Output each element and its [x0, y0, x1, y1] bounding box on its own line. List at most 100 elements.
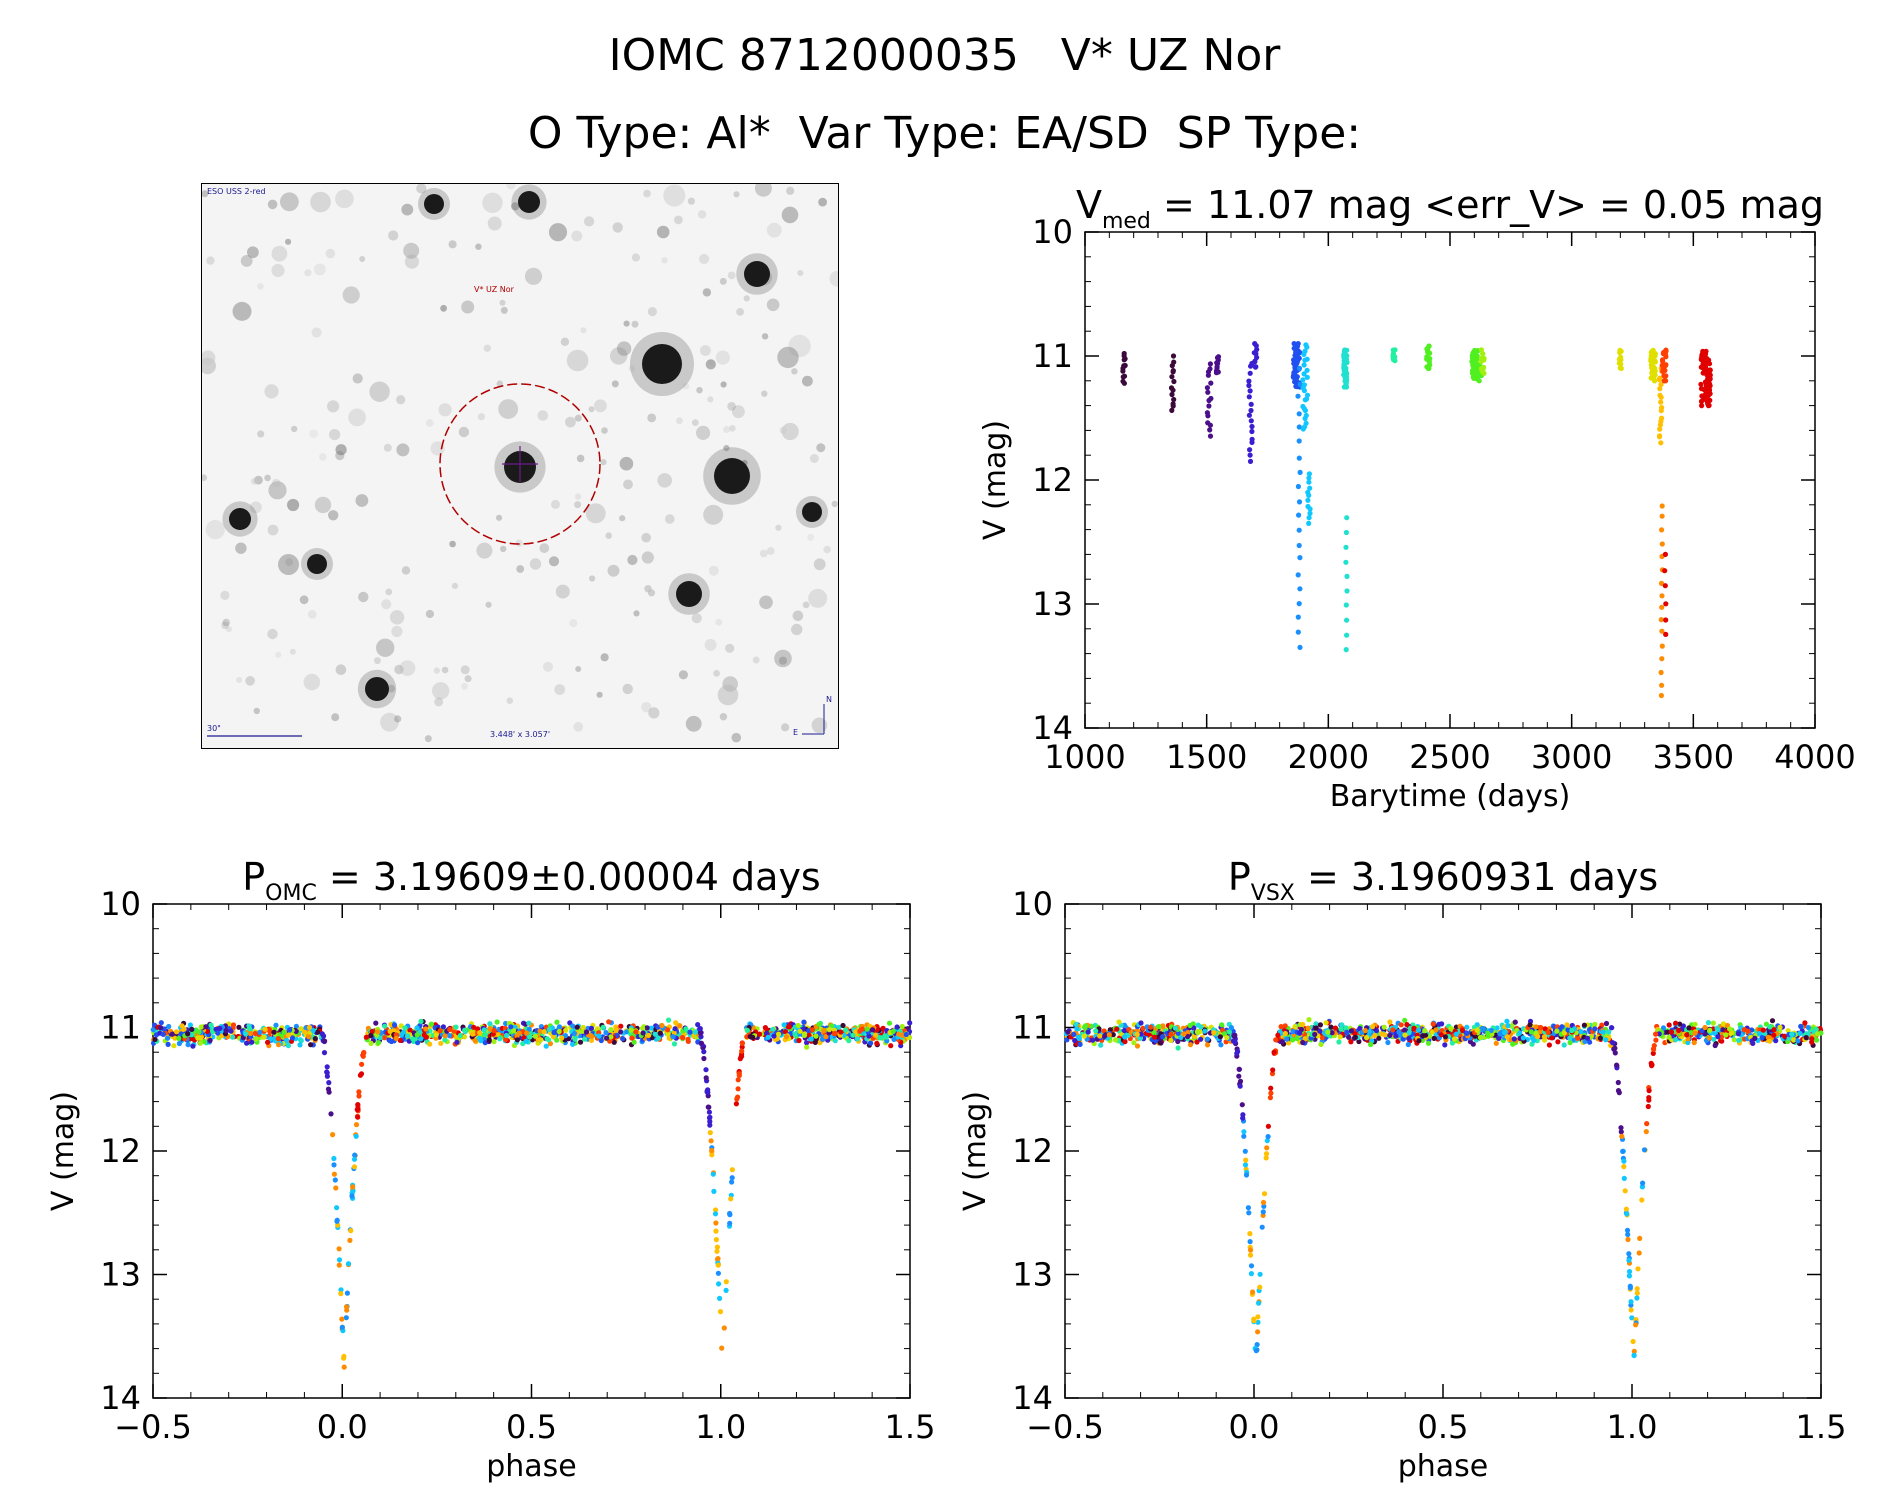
data-point — [903, 1031, 909, 1038]
finder-star — [267, 628, 278, 640]
finder-star — [754, 184, 772, 197]
data-point — [703, 1067, 709, 1073]
finder-star — [551, 499, 560, 509]
data-point — [306, 1034, 312, 1040]
data-point — [1520, 1035, 1526, 1041]
finder-star — [448, 240, 457, 249]
data-point — [1185, 1033, 1191, 1040]
data-point — [1275, 1032, 1281, 1038]
data-point — [1442, 1042, 1448, 1048]
x-tick-label: 1.0 — [1607, 1408, 1658, 1446]
data-point — [1425, 1040, 1432, 1046]
data-point — [252, 1030, 258, 1037]
data-point — [1707, 1027, 1713, 1033]
data-point — [1805, 1024, 1811, 1031]
data-point — [228, 1028, 234, 1034]
data-point — [1621, 1175, 1627, 1181]
data-point — [1645, 1103, 1651, 1110]
finder-star — [245, 676, 255, 686]
data-point — [1559, 1024, 1565, 1030]
finder-star — [802, 375, 813, 387]
data-point — [765, 1034, 771, 1040]
finder-star — [461, 682, 468, 690]
data-point — [1239, 1102, 1245, 1108]
data-point — [341, 1364, 347, 1370]
data-point — [487, 1026, 493, 1032]
data-point — [351, 1164, 358, 1170]
finder-star — [458, 426, 470, 438]
data-point — [1270, 1067, 1276, 1073]
data-point — [1527, 1022, 1533, 1028]
data-point — [618, 1023, 624, 1029]
data-point — [326, 1080, 332, 1086]
data-point — [1304, 367, 1310, 373]
data-point — [713, 1228, 719, 1234]
data-point — [438, 1040, 444, 1046]
y-tick-label: 10 — [1012, 885, 1053, 923]
finder-star — [498, 399, 519, 419]
data-point — [398, 1023, 404, 1029]
data-point — [1639, 1197, 1645, 1203]
finder-star — [325, 248, 336, 259]
data-point — [1554, 1028, 1560, 1034]
finder-star — [335, 189, 354, 209]
data-point — [1157, 1040, 1163, 1046]
data-point — [719, 1345, 725, 1351]
finder-star — [589, 575, 596, 582]
data-point — [1648, 358, 1654, 364]
data-point — [524, 1030, 530, 1036]
data-point — [1237, 1078, 1244, 1084]
data-point — [427, 1041, 433, 1047]
finder-star — [573, 721, 584, 732]
finder-star — [605, 532, 612, 539]
data-point — [1300, 426, 1306, 432]
data-point — [1699, 403, 1705, 409]
finder-star — [310, 191, 331, 213]
data-point — [808, 1036, 814, 1042]
data-point — [1387, 1019, 1393, 1025]
finder-star — [464, 675, 472, 683]
chart-title: PVSX = 3.1960931 days — [1228, 855, 1658, 906]
finder-star — [797, 270, 804, 276]
data-point — [1535, 1033, 1541, 1040]
data-point — [739, 1048, 745, 1054]
data-point — [516, 1030, 522, 1036]
data-point — [1649, 1062, 1655, 1068]
finder-star — [311, 327, 322, 338]
data-point — [596, 1033, 602, 1039]
data-point — [1317, 1028, 1323, 1034]
y-axis-label: V (mag) — [978, 420, 1013, 540]
data-point — [457, 1032, 463, 1039]
data-point — [781, 1022, 787, 1028]
data-point — [447, 1026, 453, 1033]
data-point — [1338, 1026, 1344, 1032]
data-point — [1616, 1090, 1622, 1096]
data-point — [491, 1039, 497, 1045]
finder-star — [631, 320, 639, 328]
data-point — [1634, 1290, 1640, 1296]
data-point — [355, 1102, 361, 1108]
data-point — [1131, 1040, 1137, 1046]
data-point — [1306, 520, 1312, 527]
data-point — [1676, 1027, 1682, 1033]
data-point — [276, 1042, 282, 1048]
finder-star — [717, 684, 739, 706]
data-point — [1686, 1025, 1692, 1031]
data-point — [1362, 1028, 1368, 1034]
finder-star — [619, 456, 634, 471]
data-point — [588, 1025, 595, 1031]
finder-star — [369, 381, 390, 402]
data-point — [415, 1040, 421, 1046]
data-point — [1664, 1029, 1671, 1035]
data-point — [1077, 1041, 1083, 1047]
data-point — [1538, 1024, 1544, 1031]
data-point — [257, 1029, 263, 1035]
data-point — [355, 1114, 361, 1120]
finder-star — [777, 346, 799, 369]
data-point — [223, 1028, 229, 1034]
finder-star — [247, 246, 259, 259]
data-point — [418, 1036, 424, 1042]
data-point — [1242, 1148, 1248, 1154]
data-point — [1802, 1020, 1808, 1026]
finder-star — [831, 500, 838, 508]
